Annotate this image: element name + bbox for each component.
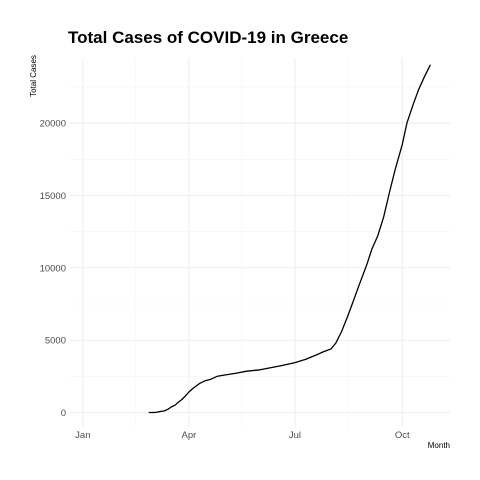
minor-gridlines-x (135, 58, 349, 427)
y-tick-label: 15000 (40, 191, 66, 202)
x-tick-label: Oct (395, 430, 410, 441)
series-lines (148, 64, 431, 414)
series-line-total-cases (148, 64, 431, 414)
major-gridlines-x (82, 58, 403, 427)
y-tick-label: 10000 (40, 263, 66, 274)
y-tick-label: 5000 (45, 336, 66, 347)
y-tick-label: 20000 (40, 119, 66, 130)
x-tick-labels: Jan Apr Jul Oct (75, 430, 410, 441)
y-tick-labels: 0 5000 10000 15000 20000 (40, 119, 66, 419)
y-axis-title: Total Cases (29, 55, 38, 97)
minor-gridlines-y (70, 86, 450, 377)
x-tick-label: Jan (75, 430, 90, 441)
major-gridlines-y (70, 122, 450, 413)
x-tick-label: Apr (181, 430, 196, 441)
x-axis-title: Month (428, 441, 450, 450)
chart-title: Total Cases of COVID-19 in Greece (68, 28, 348, 47)
x-tick-label: Jul (289, 430, 301, 441)
y-tick-label: 0 (61, 408, 66, 419)
